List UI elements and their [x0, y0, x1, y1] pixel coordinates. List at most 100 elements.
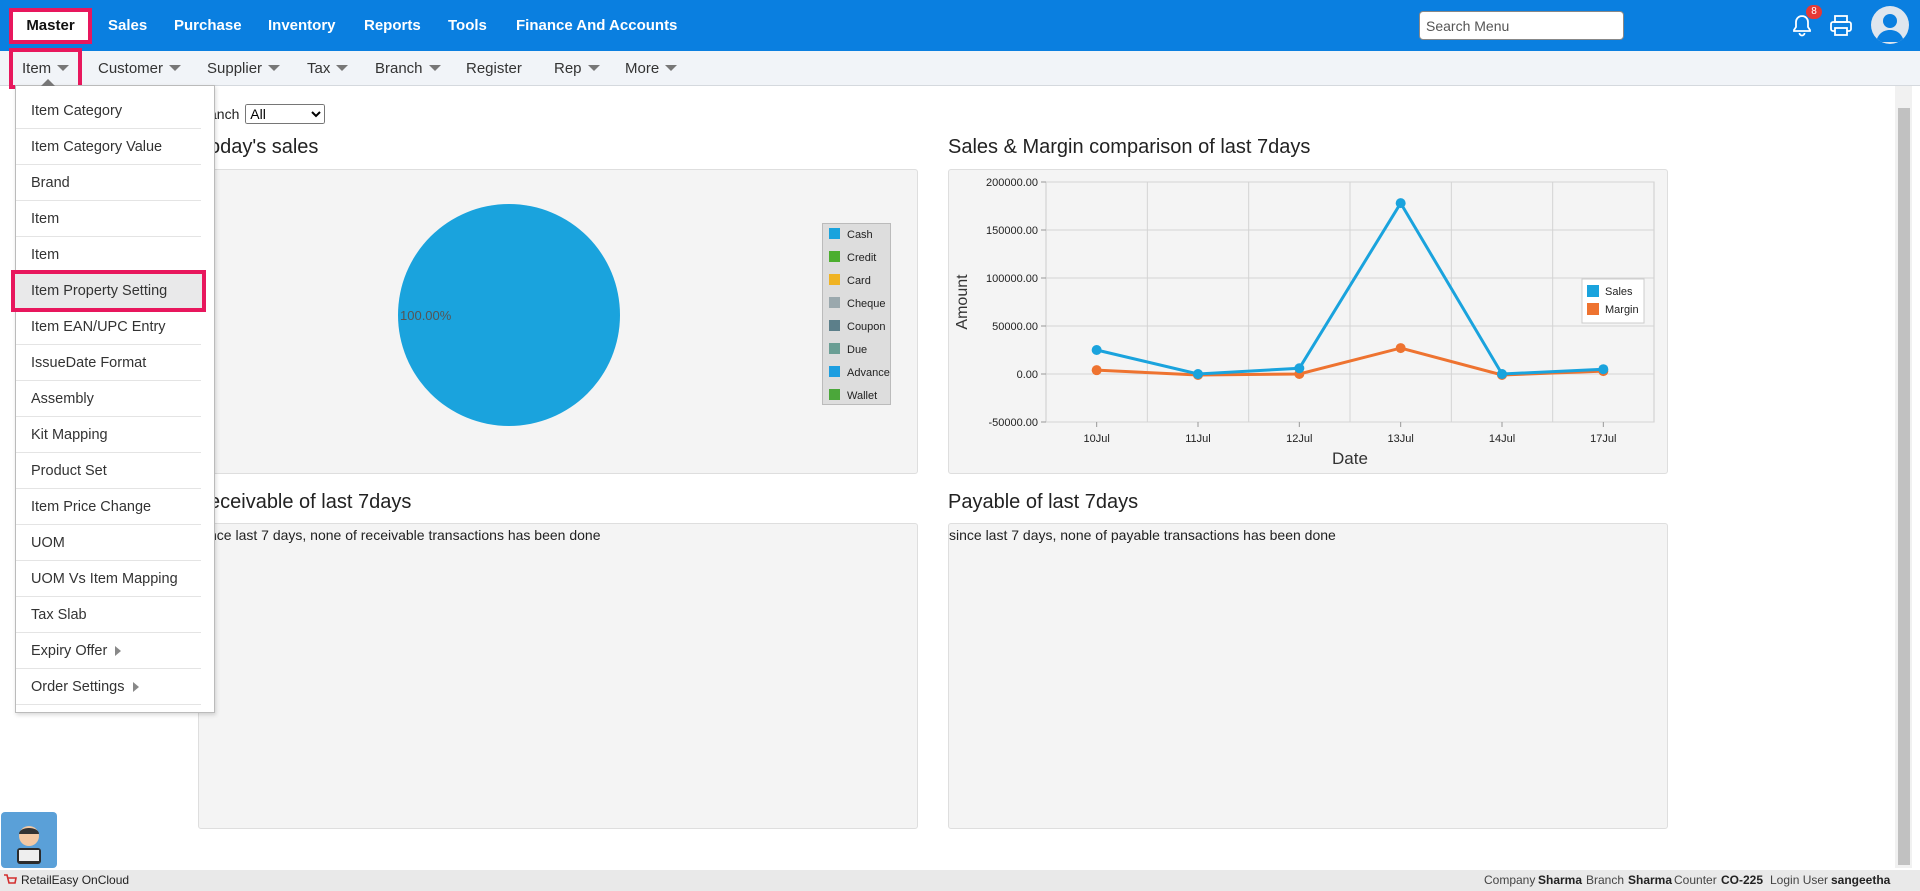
printer-icon[interactable] [1829, 15, 1853, 37]
menu-item[interactable]: Item [16, 201, 201, 237]
subnav-tax-label: Tax [307, 60, 330, 77]
menu-item[interactable]: UOM Vs Item Mapping [16, 561, 201, 597]
notification-badge: 8 [1806, 5, 1822, 19]
tab-master[interactable]: Master [9, 8, 92, 44]
legend-label: Coupon [847, 321, 886, 333]
menu-item-label: Kit Mapping [31, 427, 108, 443]
menu-item-label: Expiry Offer [31, 643, 107, 659]
menu-item[interactable]: Item Category Value [16, 129, 201, 165]
legend-swatch [1587, 303, 1599, 315]
subnav-customer-label: Customer [98, 60, 163, 77]
subnav-branch[interactable]: Branch [375, 51, 441, 86]
scrollbar-thumb[interactable] [1898, 108, 1910, 865]
legend-label: Wallet [847, 390, 877, 402]
data-point-sales [1598, 364, 1608, 374]
menu-item[interactable]: Item [16, 237, 201, 273]
data-point-sales [1092, 345, 1102, 355]
y-tick-label: -50000.00 [988, 417, 1038, 429]
comparison-panel: 200000.00 150000.00 100000.00 50000.00 0.00 -… [948, 169, 1668, 474]
app-name: RetailEasy OnCloud [21, 870, 129, 891]
x-tick-label: 13Jul [1388, 433, 1414, 445]
menu-item-label: Item Category [31, 103, 122, 119]
chevron-right-icon [115, 646, 121, 656]
retaileasy-logo-icon [3, 874, 17, 887]
pie-legend: Cash Credit Card Cheque Coupon Due Advance Wall… [822, 223, 891, 405]
item-dropdown-menu: Item Category Item Category Value Brand Ite… [15, 85, 215, 713]
subnav-item-label: Item [22, 60, 51, 77]
menu-item[interactable]: Expiry Offer [16, 633, 201, 669]
data-point-sales [1497, 369, 1507, 379]
branch-value: Sharma [1628, 870, 1672, 891]
data-point-sales [1193, 369, 1203, 379]
subnav-customer[interactable]: Customer [98, 51, 181, 86]
menu-item-label: Product Set [31, 463, 107, 479]
menu-item[interactable]: Assembly [16, 381, 201, 417]
legend-label: Card [847, 275, 871, 287]
x-axis-title: Date [1332, 449, 1368, 468]
subnav-register-label: Register [466, 60, 522, 77]
help-bot-icon[interactable] [1, 812, 57, 868]
menu-item[interactable]: Tax Slab [16, 597, 201, 633]
menu-item[interactable]: Kit Mapping [16, 417, 201, 453]
menu-item-label: UOM Vs Item Mapping [31, 571, 178, 587]
data-point-margin [1396, 343, 1406, 353]
subnav-register[interactable]: Register [466, 51, 522, 86]
tab-finance-and-accounts[interactable]: Finance And Accounts [504, 8, 689, 44]
y-tick-label: 0.00 [1017, 369, 1038, 381]
menu-item[interactable]: IssueDate Format [16, 345, 201, 381]
menu-item[interactable]: UOM [16, 525, 201, 561]
x-tick-label: 10Jul [1084, 433, 1110, 445]
menu-item[interactable]: Product Set [16, 453, 201, 489]
menu-item-label: Item Category Value [31, 139, 162, 155]
chevron-down-icon [336, 65, 348, 71]
legend-label: Margin [1605, 304, 1639, 316]
legend-swatch [829, 389, 840, 400]
subnav-tax[interactable]: Tax [307, 51, 348, 86]
x-tick-label: 14Jul [1489, 433, 1515, 445]
tab-tools[interactable]: Tools [436, 8, 499, 44]
user-avatar[interactable] [1871, 6, 1909, 44]
menu-item-label: Assembly [31, 391, 94, 407]
legend-swatch [829, 320, 840, 331]
line-chart: 200000.00150000.00100000.0050000.000.00-… [949, 170, 1669, 475]
menu-item[interactable]: Item Price Change [16, 489, 201, 525]
branch-filter: anch All [209, 104, 325, 124]
tab-reports[interactable]: Reports [352, 8, 433, 44]
menu-item-label: Item Property Setting [31, 283, 167, 299]
subnav-rep[interactable]: Rep [554, 51, 600, 86]
receivable-message: nce last 7 days, none of receivable tran… [209, 527, 600, 543]
search-menu-input[interactable] [1419, 11, 1624, 40]
subnav-branch-label: Branch [375, 60, 423, 77]
menu-item-label: Order Settings [31, 679, 125, 695]
x-tick-label: 12Jul [1286, 433, 1312, 445]
menu-item[interactable]: Item Category [16, 93, 201, 129]
menu-item[interactable]: Item EAN/UPC Entry [16, 309, 201, 345]
tab-sales[interactable]: Sales [96, 8, 159, 44]
legend-entry: Advance [829, 366, 890, 379]
y-tick-label: 100000.00 [986, 273, 1038, 285]
payable-panel: since last 7 days, none of payable trans… [948, 523, 1668, 829]
login-user-label: Login User [1770, 870, 1828, 891]
legend-swatch [829, 228, 840, 239]
menu-item[interactable]: Order Settings [16, 669, 201, 705]
menu-item[interactable]: Item Property Setting [14, 273, 203, 309]
subnav-more[interactable]: More [625, 51, 677, 86]
tab-inventory[interactable]: Inventory [256, 8, 348, 44]
branch-select[interactable]: All [245, 104, 325, 124]
legend-label: Cheque [847, 298, 886, 310]
y-axis-title: Amount [954, 274, 971, 330]
menu-item-label: Item [31, 211, 59, 227]
counter-label: Counter [1674, 870, 1717, 891]
legend-entry: Card [829, 274, 871, 287]
chevron-down-icon [268, 65, 280, 71]
subnav-supplier[interactable]: Supplier [207, 51, 280, 86]
chevron-down-icon [57, 65, 69, 71]
support-agent-icon [1, 812, 57, 868]
sub-nav: Item Customer Supplier Tax Branch Regist… [0, 51, 1920, 86]
payable-title: Payable of last 7days [948, 491, 1138, 514]
menu-item[interactable]: Brand [16, 165, 201, 201]
chevron-down-icon [665, 65, 677, 71]
legend-swatch [829, 274, 840, 285]
tab-purchase[interactable]: Purchase [162, 8, 254, 44]
chevron-down-icon [429, 65, 441, 71]
